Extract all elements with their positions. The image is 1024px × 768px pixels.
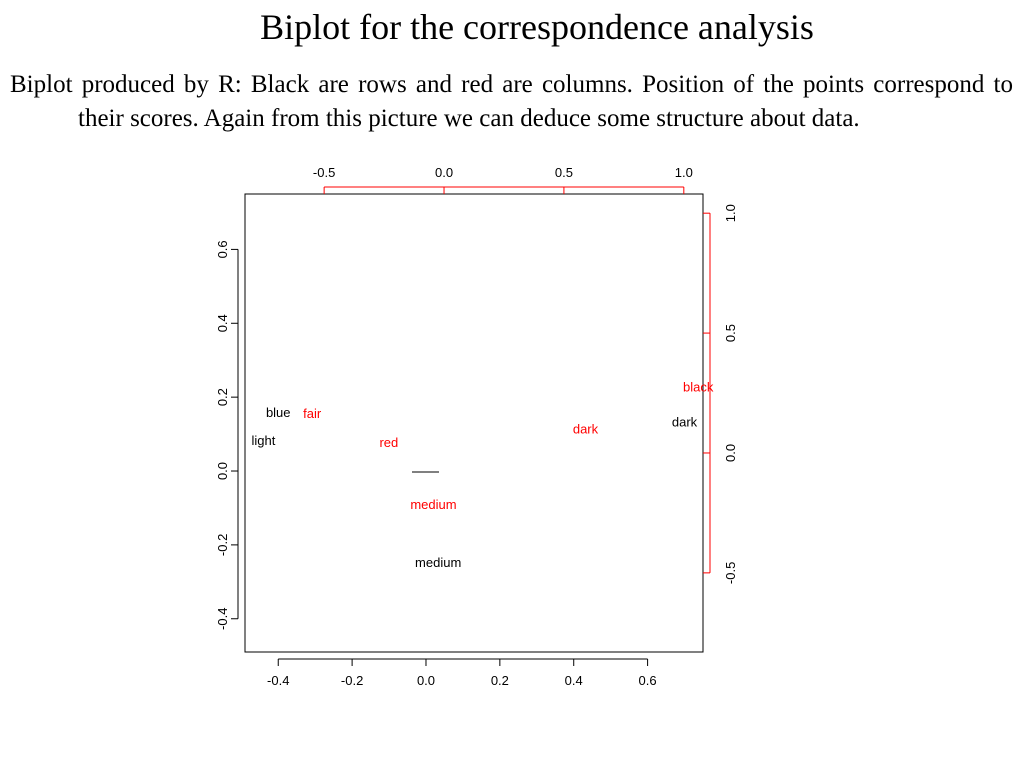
x-tick-label: 0.0 (417, 673, 435, 688)
right-tick-label: 1.0 (723, 204, 738, 222)
slide-caption: Biplot produced by R: Black are rows and… (10, 71, 1013, 132)
point-labels: blue light medium dark fair red medium dark blac… (252, 380, 714, 570)
left-axis: -0.4 -0.2 0.0 0.2 0.4 0.6 (215, 240, 239, 630)
top-tick-label: 0.5 (555, 165, 573, 180)
right-tick-label: 0.0 (723, 444, 738, 462)
top-axis: -0.5 0.0 0.5 1.0 (313, 165, 693, 194)
x-tick-label: 0.4 (565, 673, 583, 688)
column-point-label: dark (573, 422, 599, 437)
right-tick-label: -0.5 (723, 562, 738, 584)
top-tick-label: -0.5 (313, 165, 335, 180)
x-tick-label: -0.2 (341, 673, 363, 688)
y-tick-label: 0.0 (215, 462, 230, 480)
column-point-label: black (683, 380, 714, 395)
row-point-label: light (252, 433, 276, 448)
slide-title: Biplot for the correspondence analysis (260, 7, 814, 47)
row-point-label: medium (415, 555, 461, 570)
y-tick-label: 0.4 (215, 314, 230, 332)
column-point-label: red (379, 435, 398, 450)
y-tick-label: -0.2 (215, 534, 230, 556)
row-point-label: dark (672, 414, 698, 429)
bottom-axis: -0.4 -0.2 0.0 0.2 0.4 0.6 (267, 658, 657, 688)
y-tick-label: 0.6 (215, 240, 230, 258)
column-point-label: medium (410, 497, 456, 512)
column-point-label: fair (303, 406, 322, 421)
top-tick-label: 1.0 (675, 165, 693, 180)
y-tick-label: 0.2 (215, 388, 230, 406)
x-tick-label: 0.6 (639, 673, 657, 688)
row-point-label: blue (266, 405, 291, 420)
right-axis: -0.5 0.0 0.5 1.0 (703, 204, 738, 584)
plot-frame (244, 193, 704, 653)
top-tick-label: 0.0 (435, 165, 453, 180)
y-tick-label: -0.4 (215, 608, 230, 630)
x-tick-label: -0.4 (267, 673, 289, 688)
x-tick-label: 0.2 (491, 673, 509, 688)
right-tick-label: 0.5 (723, 324, 738, 342)
